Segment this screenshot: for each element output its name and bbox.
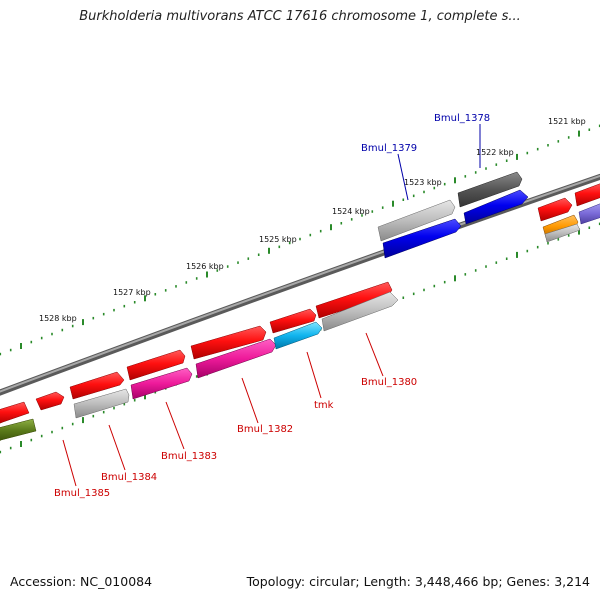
gene-arrow-red[interactable] (269, 308, 317, 334)
scale-label: 1525 kbp (259, 235, 297, 244)
gene-arrow-red[interactable] (574, 183, 600, 207)
scale-label: 1526 kbp (186, 262, 224, 271)
gene-label-tmk[interactable]: tmk (314, 400, 334, 411)
gene-arrow-red[interactable] (537, 197, 573, 222)
gene-arrow-cyan[interactable] (273, 321, 323, 350)
gene-arrow-red[interactable] (69, 371, 125, 400)
scale-label: 1524 kbp (332, 207, 370, 216)
scale-label: 1521 kbp (548, 117, 586, 126)
gene-label-bmul-1382[interactable]: Bmul_1382 (237, 424, 293, 435)
leader-line (62, 439, 77, 487)
gene-arrow-dark-gray[interactable] (457, 171, 523, 208)
gene-arrow-gray[interactable] (73, 388, 130, 419)
gene-label-bmul-1378[interactable]: Bmul_1378 (434, 113, 490, 124)
scale-labels: 1521 kbp 1522 kbp 1523 kbp 1524 kbp 1525… (39, 117, 586, 323)
gene-label-bmul-1385[interactable]: Bmul_1385 (54, 488, 110, 499)
gene-arrow-magenta[interactable] (195, 338, 277, 379)
map-title: Burkholderia multivorans ATCC 17616 chro… (79, 9, 521, 24)
gene-label-bmul-1380[interactable]: Bmul_1380 (361, 377, 417, 388)
leader-line (108, 424, 126, 471)
topology-summary: Topology: circular; Length: 3,448,466 bp… (246, 574, 590, 589)
scale-label: 1522 kbp (476, 148, 514, 157)
scale-label: 1527 kbp (113, 288, 151, 297)
gene-arrow-red[interactable] (35, 391, 65, 411)
gene-label-bmul-1383[interactable]: Bmul_1383 (161, 451, 217, 462)
gene-arrow-olive[interactable] (0, 418, 37, 442)
label-leader-lines (62, 124, 481, 487)
gene-arrow-gray[interactable] (321, 291, 399, 332)
leader-line (397, 153, 409, 201)
gene-arrow-gray[interactable] (377, 199, 456, 242)
leader-line (365, 332, 384, 377)
accession-text: Accession: NC_010084 (10, 574, 153, 589)
scale-label: 1523 kbp (404, 178, 442, 187)
gene-label-bmul-1384[interactable]: Bmul_1384 (101, 472, 157, 483)
gene-label-bmul-1379[interactable]: Bmul_1379 (361, 143, 417, 154)
gene-arrow-red[interactable] (126, 349, 186, 381)
leader-line (241, 377, 259, 424)
leader-line (165, 401, 185, 450)
gene-arrow-purple[interactable] (578, 203, 600, 225)
gene-arrow-blue[interactable] (463, 189, 529, 225)
gene-arrow-red[interactable] (0, 401, 30, 424)
gene-arrow-magenta[interactable] (130, 367, 193, 400)
leader-line (306, 351, 322, 399)
gene-arrow-blue[interactable] (382, 218, 462, 259)
gene-arrow-gray[interactable] (544, 223, 581, 243)
scale-label: 1528 kbp (39, 314, 77, 323)
chromosome-backbone (0, 173, 600, 396)
gene-arrow-red[interactable] (190, 325, 267, 360)
